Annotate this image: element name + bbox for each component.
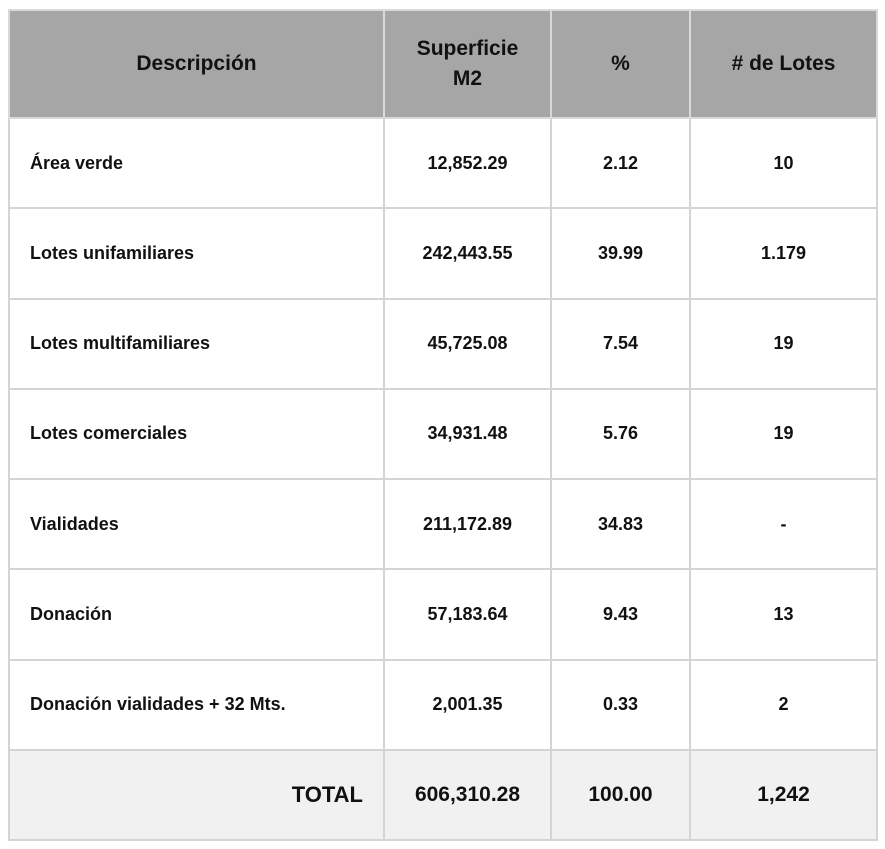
row-description: Área verde	[8, 116, 385, 210]
table-footer: TOTAL 606,310.28 100.00 1,242	[8, 749, 878, 841]
header-surface: Superficie M2	[383, 9, 552, 119]
table-header: Descripción Superficie M2 % # de Lotes	[8, 9, 878, 119]
table-row: Vialidades 211,172.89 34.83 -	[8, 478, 878, 571]
row-lots: 19	[689, 387, 878, 481]
table-row: Donación 57,183.64 9.43 13	[8, 568, 878, 661]
total-percent: 100.00	[550, 749, 691, 841]
table-row: Lotes unifamiliares 242,443.55 39.99 1.1…	[8, 207, 878, 300]
total-lots: 1,242	[689, 749, 878, 841]
row-surface: 12,852.29	[383, 116, 552, 210]
row-percent: 0.33	[550, 658, 691, 752]
row-percent: 2.12	[550, 116, 691, 210]
row-surface: 34,931.48	[383, 387, 552, 481]
row-lots: 19	[689, 297, 878, 390]
row-lots: 2	[689, 658, 878, 752]
header-row: Descripción Superficie M2 % # de Lotes	[8, 9, 878, 119]
table-row: Lotes multifamiliares 45,725.08 7.54 19	[8, 297, 878, 390]
total-surface: 606,310.28	[383, 749, 552, 841]
header-surface-label: Superficie M2	[416, 37, 519, 90]
row-percent: 7.54	[550, 297, 691, 390]
row-description: Lotes comerciales	[8, 387, 385, 481]
row-surface: 2,001.35	[383, 658, 552, 752]
row-lots: 1.179	[689, 207, 878, 300]
row-description: Vialidades	[8, 478, 385, 571]
row-percent: 39.99	[550, 207, 691, 300]
header-description: Descripción	[8, 9, 385, 119]
row-surface: 57,183.64	[383, 568, 552, 661]
land-use-summary-table: Descripción Superficie M2 % # de Lotes Á…	[8, 9, 878, 841]
table-row: Donación vialidades + 32 Mts. 2,001.35 0…	[8, 658, 878, 752]
header-percent: %	[550, 9, 691, 119]
table-row: Área verde 12,852.29 2.12 10	[8, 116, 878, 210]
row-description: Lotes unifamiliares	[8, 207, 385, 300]
table-row: Lotes comerciales 34,931.48 5.76 19	[8, 387, 878, 481]
row-surface: 45,725.08	[383, 297, 552, 390]
header-lots: # de Lotes	[689, 9, 878, 119]
row-lots: 10	[689, 116, 878, 210]
total-row: TOTAL 606,310.28 100.00 1,242	[8, 749, 878, 841]
row-description: Donación	[8, 568, 385, 661]
total-label: TOTAL	[8, 749, 385, 841]
row-description: Lotes multifamiliares	[8, 297, 385, 390]
row-surface: 242,443.55	[383, 207, 552, 300]
row-description: Donación vialidades + 32 Mts.	[8, 658, 385, 752]
row-percent: 5.76	[550, 387, 691, 481]
row-lots: -	[689, 478, 878, 571]
row-percent: 34.83	[550, 478, 691, 571]
row-lots: 13	[689, 568, 878, 661]
row-surface: 211,172.89	[383, 478, 552, 571]
table-body: Área verde 12,852.29 2.12 10 Lotes unifa…	[8, 116, 878, 752]
row-percent: 9.43	[550, 568, 691, 661]
